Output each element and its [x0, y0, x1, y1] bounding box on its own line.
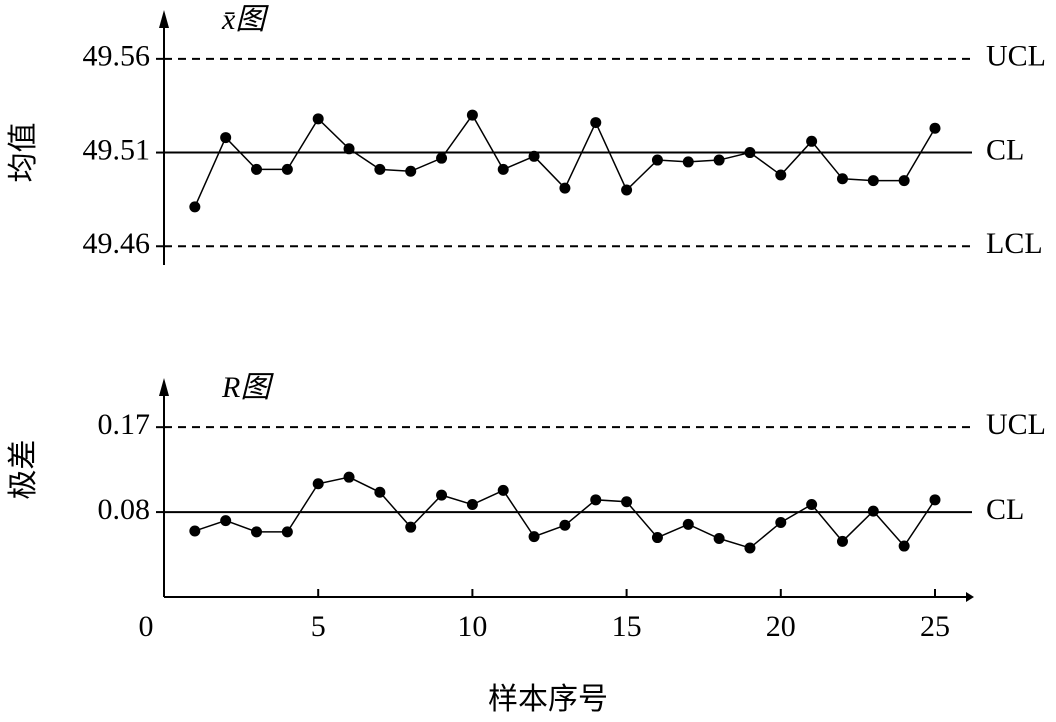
x-tick-label: 20 — [766, 610, 796, 643]
chart-title: R图 — [221, 371, 274, 404]
data-point — [189, 201, 201, 213]
data-point — [682, 518, 694, 530]
control-line-label: CL — [986, 133, 1024, 166]
data-point — [528, 150, 540, 162]
data-point — [836, 535, 848, 547]
y-tick-label: 49.56 — [83, 40, 151, 73]
data-point — [559, 519, 571, 531]
chart-title: x̄图 — [221, 3, 269, 36]
control-line-label: LCL — [986, 227, 1043, 260]
data-point — [713, 533, 725, 545]
y-tick-label: 49.51 — [83, 133, 151, 166]
data-point — [343, 143, 355, 155]
data-point — [220, 515, 232, 527]
data-point — [744, 147, 756, 159]
control-line-label: UCL — [986, 408, 1046, 441]
data-point — [836, 173, 848, 185]
data-point — [220, 132, 232, 144]
x-tick-label: 25 — [920, 610, 950, 643]
data-point — [374, 486, 386, 498]
data-point — [436, 489, 448, 501]
control-line-label: CL — [986, 493, 1024, 526]
data-point — [590, 494, 602, 506]
data-point — [343, 471, 355, 483]
data-point — [651, 532, 663, 544]
data-point — [189, 525, 201, 537]
data-point — [806, 135, 818, 147]
data-point — [281, 526, 293, 538]
x-tick-label: 0 — [139, 610, 154, 643]
data-point — [621, 184, 633, 196]
data-point — [621, 496, 633, 508]
data-point — [775, 169, 787, 181]
data-point — [929, 122, 941, 134]
data-point — [713, 154, 725, 166]
data-point — [929, 494, 941, 506]
y-axis-label: 均值 — [7, 123, 40, 183]
data-point — [374, 163, 386, 175]
y-tick-label: 0.08 — [98, 493, 151, 526]
data-point — [651, 154, 663, 166]
control-line-label: UCL — [986, 40, 1046, 73]
data-point — [436, 152, 448, 164]
y-tick-label: 49.46 — [83, 227, 151, 260]
data-point — [312, 478, 324, 490]
data-point — [898, 175, 910, 187]
data-point — [590, 117, 602, 129]
x-tick-label: 10 — [457, 610, 487, 643]
y-tick-label: 0.17 — [98, 408, 151, 441]
data-point — [466, 109, 478, 121]
data-point — [466, 499, 478, 511]
data-point — [682, 156, 694, 168]
data-point — [281, 163, 293, 175]
data-point — [251, 526, 263, 538]
x-axis-arrow — [966, 592, 974, 602]
data-point — [251, 163, 263, 175]
y-axis-arrow — [159, 378, 169, 396]
data-point — [867, 505, 879, 517]
x-tick-label: 15 — [612, 610, 642, 643]
data-point — [806, 499, 818, 511]
data-point — [528, 531, 540, 543]
y-axis-arrow — [159, 10, 169, 28]
data-point — [898, 540, 910, 552]
x-axis-label: 样本序号 — [488, 683, 608, 716]
data-point — [775, 516, 787, 528]
data-point — [405, 165, 417, 177]
data-point — [497, 163, 509, 175]
data-point — [312, 113, 324, 125]
data-point — [744, 542, 756, 554]
x-tick-label: 5 — [311, 610, 326, 643]
y-axis-label: 极差 — [7, 440, 40, 500]
data-point — [405, 521, 417, 533]
data-point — [867, 175, 879, 187]
data-point — [559, 182, 571, 194]
data-point — [497, 484, 509, 496]
